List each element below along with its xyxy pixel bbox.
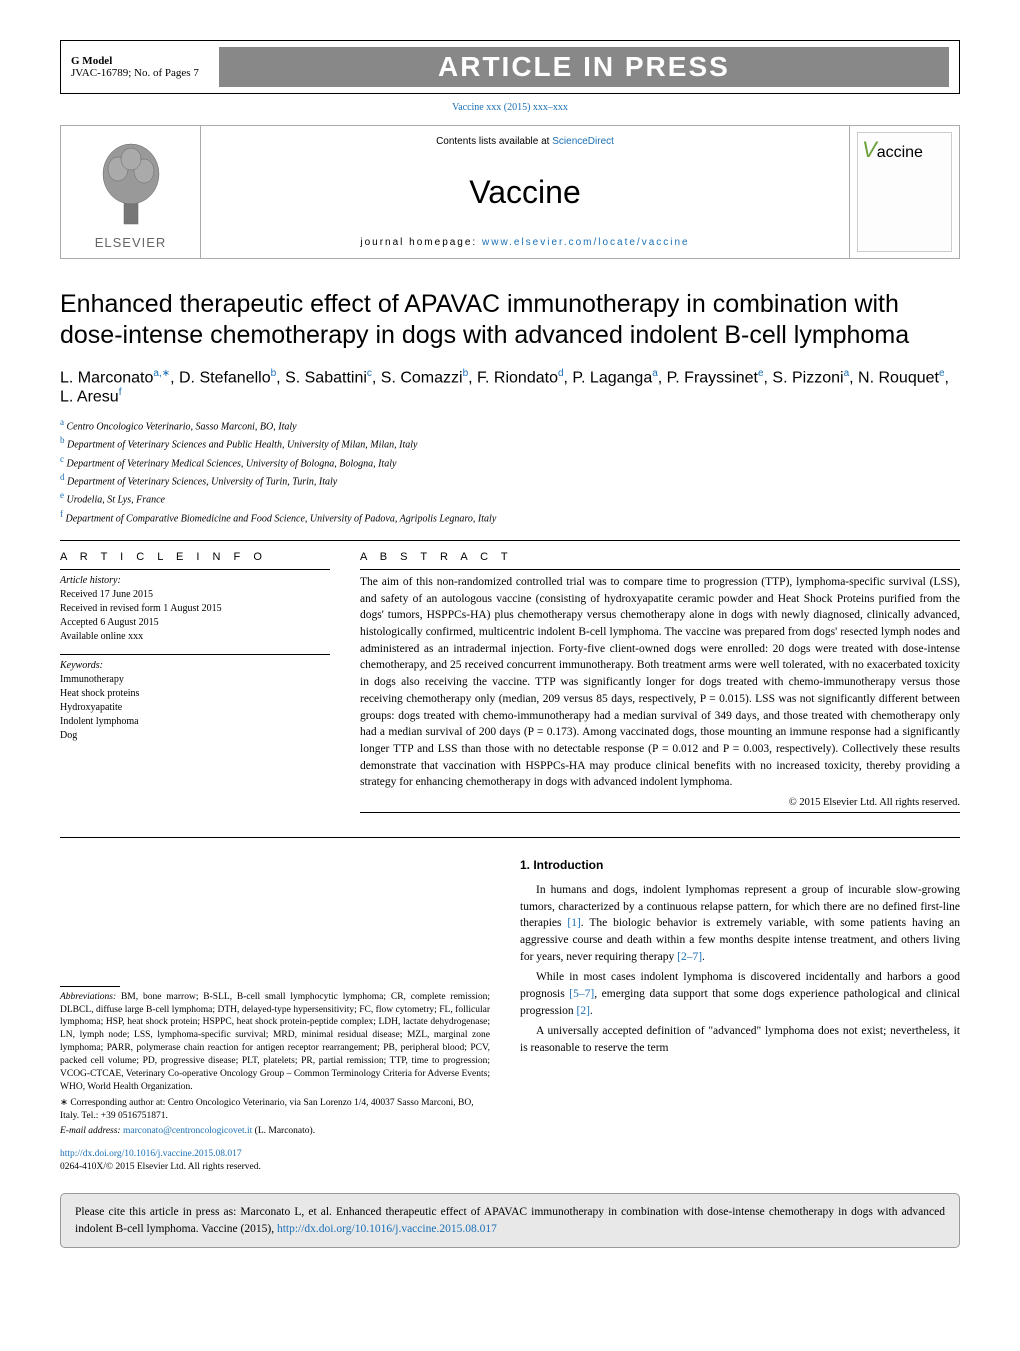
author-6: , P. Laganga bbox=[564, 369, 653, 386]
intro-p3: A universally accepted definition of "ad… bbox=[520, 1023, 960, 1056]
affiliation-b: b Department of Veterinary Sciences and … bbox=[60, 434, 960, 452]
abstract-rule bbox=[360, 569, 960, 570]
section-divider bbox=[60, 837, 960, 838]
author-4: , S. Comazzi bbox=[372, 369, 463, 386]
header-bar: G Model JVAC-16789; No. of Pages 7 ARTIC… bbox=[60, 40, 960, 94]
corr-text: Corresponding author at: Centro Oncologi… bbox=[60, 1098, 474, 1121]
article-title: Enhanced therapeutic effect of APAVAC im… bbox=[60, 289, 960, 352]
cover-logo-rest: accine bbox=[877, 144, 923, 161]
cover-panel: Vaccine bbox=[849, 126, 959, 258]
homepage-link[interactable]: www.elsevier.com/locate/vaccine bbox=[482, 237, 690, 248]
footnote-rule bbox=[60, 986, 120, 987]
author-5: , F. Riondato bbox=[468, 369, 558, 386]
abstract-rule-bottom bbox=[360, 812, 960, 813]
affiliation-e: e Urodelia, St Lys, France bbox=[60, 489, 960, 507]
keyword-2: Heat shock proteins bbox=[60, 687, 330, 701]
author-8: , S. Pizzoni bbox=[764, 369, 844, 386]
email-line: E-mail address: marconato@centroncologic… bbox=[60, 1125, 490, 1138]
author-1-sup[interactable]: a,∗ bbox=[153, 368, 170, 379]
contents-text: Contents lists available at bbox=[436, 136, 552, 147]
gmodel-label: G Model bbox=[71, 55, 199, 67]
email-suffix: (L. Marconato). bbox=[252, 1126, 315, 1136]
introduction-column: 1. Introduction In humans and dogs, indo… bbox=[520, 858, 960, 1174]
cite-doi-link[interactable]: http://dx.doi.org/10.1016/j.vaccine.2015… bbox=[277, 1223, 497, 1235]
press-banner: ARTICLE IN PRESS bbox=[219, 47, 949, 87]
authors-line: L. Marconatoa,∗, D. Stefanellob, S. Saba… bbox=[60, 368, 960, 407]
affiliation-c: c Department of Veterinary Medical Scien… bbox=[60, 453, 960, 471]
online-date: Available online xxx bbox=[60, 630, 330, 644]
author-7: , P. Frayssinet bbox=[658, 369, 758, 386]
cite-box: Please cite this article in press as: Ma… bbox=[60, 1193, 960, 1247]
contents-line: Contents lists available at ScienceDirec… bbox=[211, 136, 839, 147]
introduction-text: In humans and dogs, indolent lymphomas r… bbox=[520, 882, 960, 1057]
intro-p2: While in most cases indolent lymphoma is… bbox=[520, 969, 960, 1019]
abstract-copyright: © 2015 Elsevier Ltd. All rights reserved… bbox=[360, 797, 960, 808]
keyword-1: Immunotherapy bbox=[60, 673, 330, 687]
divider-rule bbox=[60, 540, 960, 541]
homepage-line: journal homepage: www.elsevier.com/locat… bbox=[211, 237, 839, 248]
email-label: E-mail address: bbox=[60, 1126, 123, 1136]
affiliation-d: d Department of Veterinary Sciences, Uni… bbox=[60, 471, 960, 489]
author-2: , D. Stefanello bbox=[170, 369, 271, 386]
info-rule-2 bbox=[60, 654, 330, 655]
footnotes-column: Abbreviations: BM, bone marrow; B-SLL, B… bbox=[60, 858, 490, 1174]
keywords-label: Keywords: bbox=[60, 659, 330, 673]
cover-logo-v: V bbox=[862, 137, 877, 162]
revised-date: Received in revised form 1 August 2015 bbox=[60, 602, 330, 616]
affiliation-a: a Centro Oncologico Veterinario, Sasso M… bbox=[60, 416, 960, 434]
issn-line: 0264-410X/© 2015 Elsevier Ltd. All right… bbox=[60, 1161, 490, 1174]
article-ref: JVAC-16789; No. of Pages 7 bbox=[71, 67, 199, 79]
abstract-heading: A B S T R A C T bbox=[360, 551, 960, 563]
intro-p1: In humans and dogs, indolent lymphomas r… bbox=[520, 882, 960, 965]
ref-link-5-7[interactable]: [5–7] bbox=[569, 988, 594, 1000]
affiliation-f: f Department of Comparative Biomedicine … bbox=[60, 508, 960, 526]
history-label: Article history: bbox=[60, 574, 330, 588]
author-10-sup[interactable]: f bbox=[119, 387, 122, 398]
doi-block: http://dx.doi.org/10.1016/j.vaccine.2015… bbox=[60, 1148, 490, 1174]
abbrev-label: Abbreviations: bbox=[60, 992, 121, 1002]
introduction-heading: 1. Introduction bbox=[520, 858, 960, 872]
abstract-column: A B S T R A C T The aim of this non-rand… bbox=[360, 551, 960, 817]
author-1: L. Marconato bbox=[60, 369, 153, 386]
header-left: G Model JVAC-16789; No. of Pages 7 bbox=[71, 55, 199, 79]
abbreviations-block: Abbreviations: BM, bone marrow; B-SLL, B… bbox=[60, 991, 490, 1094]
ref-link-2-7[interactable]: [2–7] bbox=[677, 951, 702, 963]
info-rule-1 bbox=[60, 569, 330, 570]
journal-cover-thumb: Vaccine bbox=[857, 132, 952, 252]
corresponding-block: ∗ Corresponding author at: Centro Oncolo… bbox=[60, 1097, 490, 1123]
homepage-prefix: journal homepage: bbox=[360, 237, 482, 248]
ref-link-1[interactable]: [1] bbox=[567, 917, 580, 929]
keyword-4: Indolent lymphoma bbox=[60, 715, 330, 729]
journal-name: Vaccine bbox=[211, 174, 839, 211]
cite-text: Please cite this article in press as: Ma… bbox=[75, 1206, 945, 1234]
author-3: , S. Sabattini bbox=[276, 369, 367, 386]
author-9: , N. Rouquet bbox=[849, 369, 939, 386]
citation-top[interactable]: Vaccine xxx (2015) xxx–xxx bbox=[60, 102, 960, 113]
sciencedirect-link[interactable]: ScienceDirect bbox=[552, 136, 614, 147]
article-history: Article history: Received 17 June 2015 R… bbox=[60, 574, 330, 644]
email-link[interactable]: marconato@centroncologicovet.it bbox=[123, 1126, 252, 1136]
article-info-column: A R T I C L E I N F O Article history: R… bbox=[60, 551, 330, 817]
ref-link-2[interactable]: [2] bbox=[577, 1005, 590, 1017]
corr-star: ∗ bbox=[60, 1098, 68, 1108]
received-date: Received 17 June 2015 bbox=[60, 588, 330, 602]
publisher-panel: ELSEVIER bbox=[61, 126, 201, 258]
keyword-3: Hydroxyapatite bbox=[60, 701, 330, 715]
elsevier-label: ELSEVIER bbox=[95, 235, 167, 250]
doi-link[interactable]: http://dx.doi.org/10.1016/j.vaccine.2015… bbox=[60, 1149, 242, 1159]
keywords-block: Keywords: Immunotherapy Heat shock prote… bbox=[60, 659, 330, 743]
abstract-text: The aim of this non-randomized controlle… bbox=[360, 574, 960, 791]
article-info-heading: A R T I C L E I N F O bbox=[60, 551, 330, 563]
keyword-5: Dog bbox=[60, 729, 330, 743]
cover-logo: Vaccine bbox=[862, 137, 947, 163]
journal-box: ELSEVIER Contents lists available at Sci… bbox=[60, 125, 960, 259]
abbrev-text: BM, bone marrow; B-SLL, B-cell small lym… bbox=[60, 992, 490, 1092]
affiliations-block: a Centro Oncologico Veterinario, Sasso M… bbox=[60, 416, 960, 526]
elsevier-tree-icon bbox=[91, 134, 171, 234]
journal-center: Contents lists available at ScienceDirec… bbox=[201, 126, 849, 258]
citation-top-link[interactable]: Vaccine xxx (2015) xxx–xxx bbox=[452, 102, 568, 113]
accepted-date: Accepted 6 August 2015 bbox=[60, 616, 330, 630]
